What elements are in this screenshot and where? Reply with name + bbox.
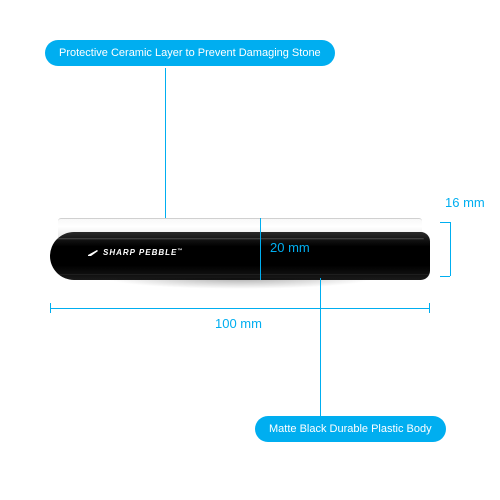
brand-text: SHARP PEBBLE xyxy=(103,248,177,257)
dim-width-label: 100 mm xyxy=(215,316,262,331)
leader-line-top xyxy=(165,68,166,220)
dim-height-tick-bottom xyxy=(440,276,450,277)
dim-width-tick-left xyxy=(50,303,51,313)
dim-height-label: 16 mm xyxy=(445,195,485,210)
dim-depth-line xyxy=(260,218,261,280)
dim-width-tick-right xyxy=(429,303,430,313)
dim-width-line xyxy=(50,308,430,309)
callout-plastic-body: Matte Black Durable Plastic Body xyxy=(255,416,446,442)
dim-height-tick-top xyxy=(440,222,450,223)
callout-ceramic-layer: Protective Ceramic Layer to Prevent Dama… xyxy=(45,40,335,66)
knife-icon xyxy=(88,249,100,257)
product-illustration: SHARP PEBBLE™ xyxy=(50,218,430,280)
trademark: ™ xyxy=(177,248,183,254)
product-shadow xyxy=(50,278,430,304)
dim-height-line xyxy=(450,222,451,276)
dim-depth-label: 20 mm xyxy=(270,240,310,255)
brand-mark: SHARP PEBBLE™ xyxy=(88,248,183,257)
leader-line-bottom xyxy=(320,278,321,416)
